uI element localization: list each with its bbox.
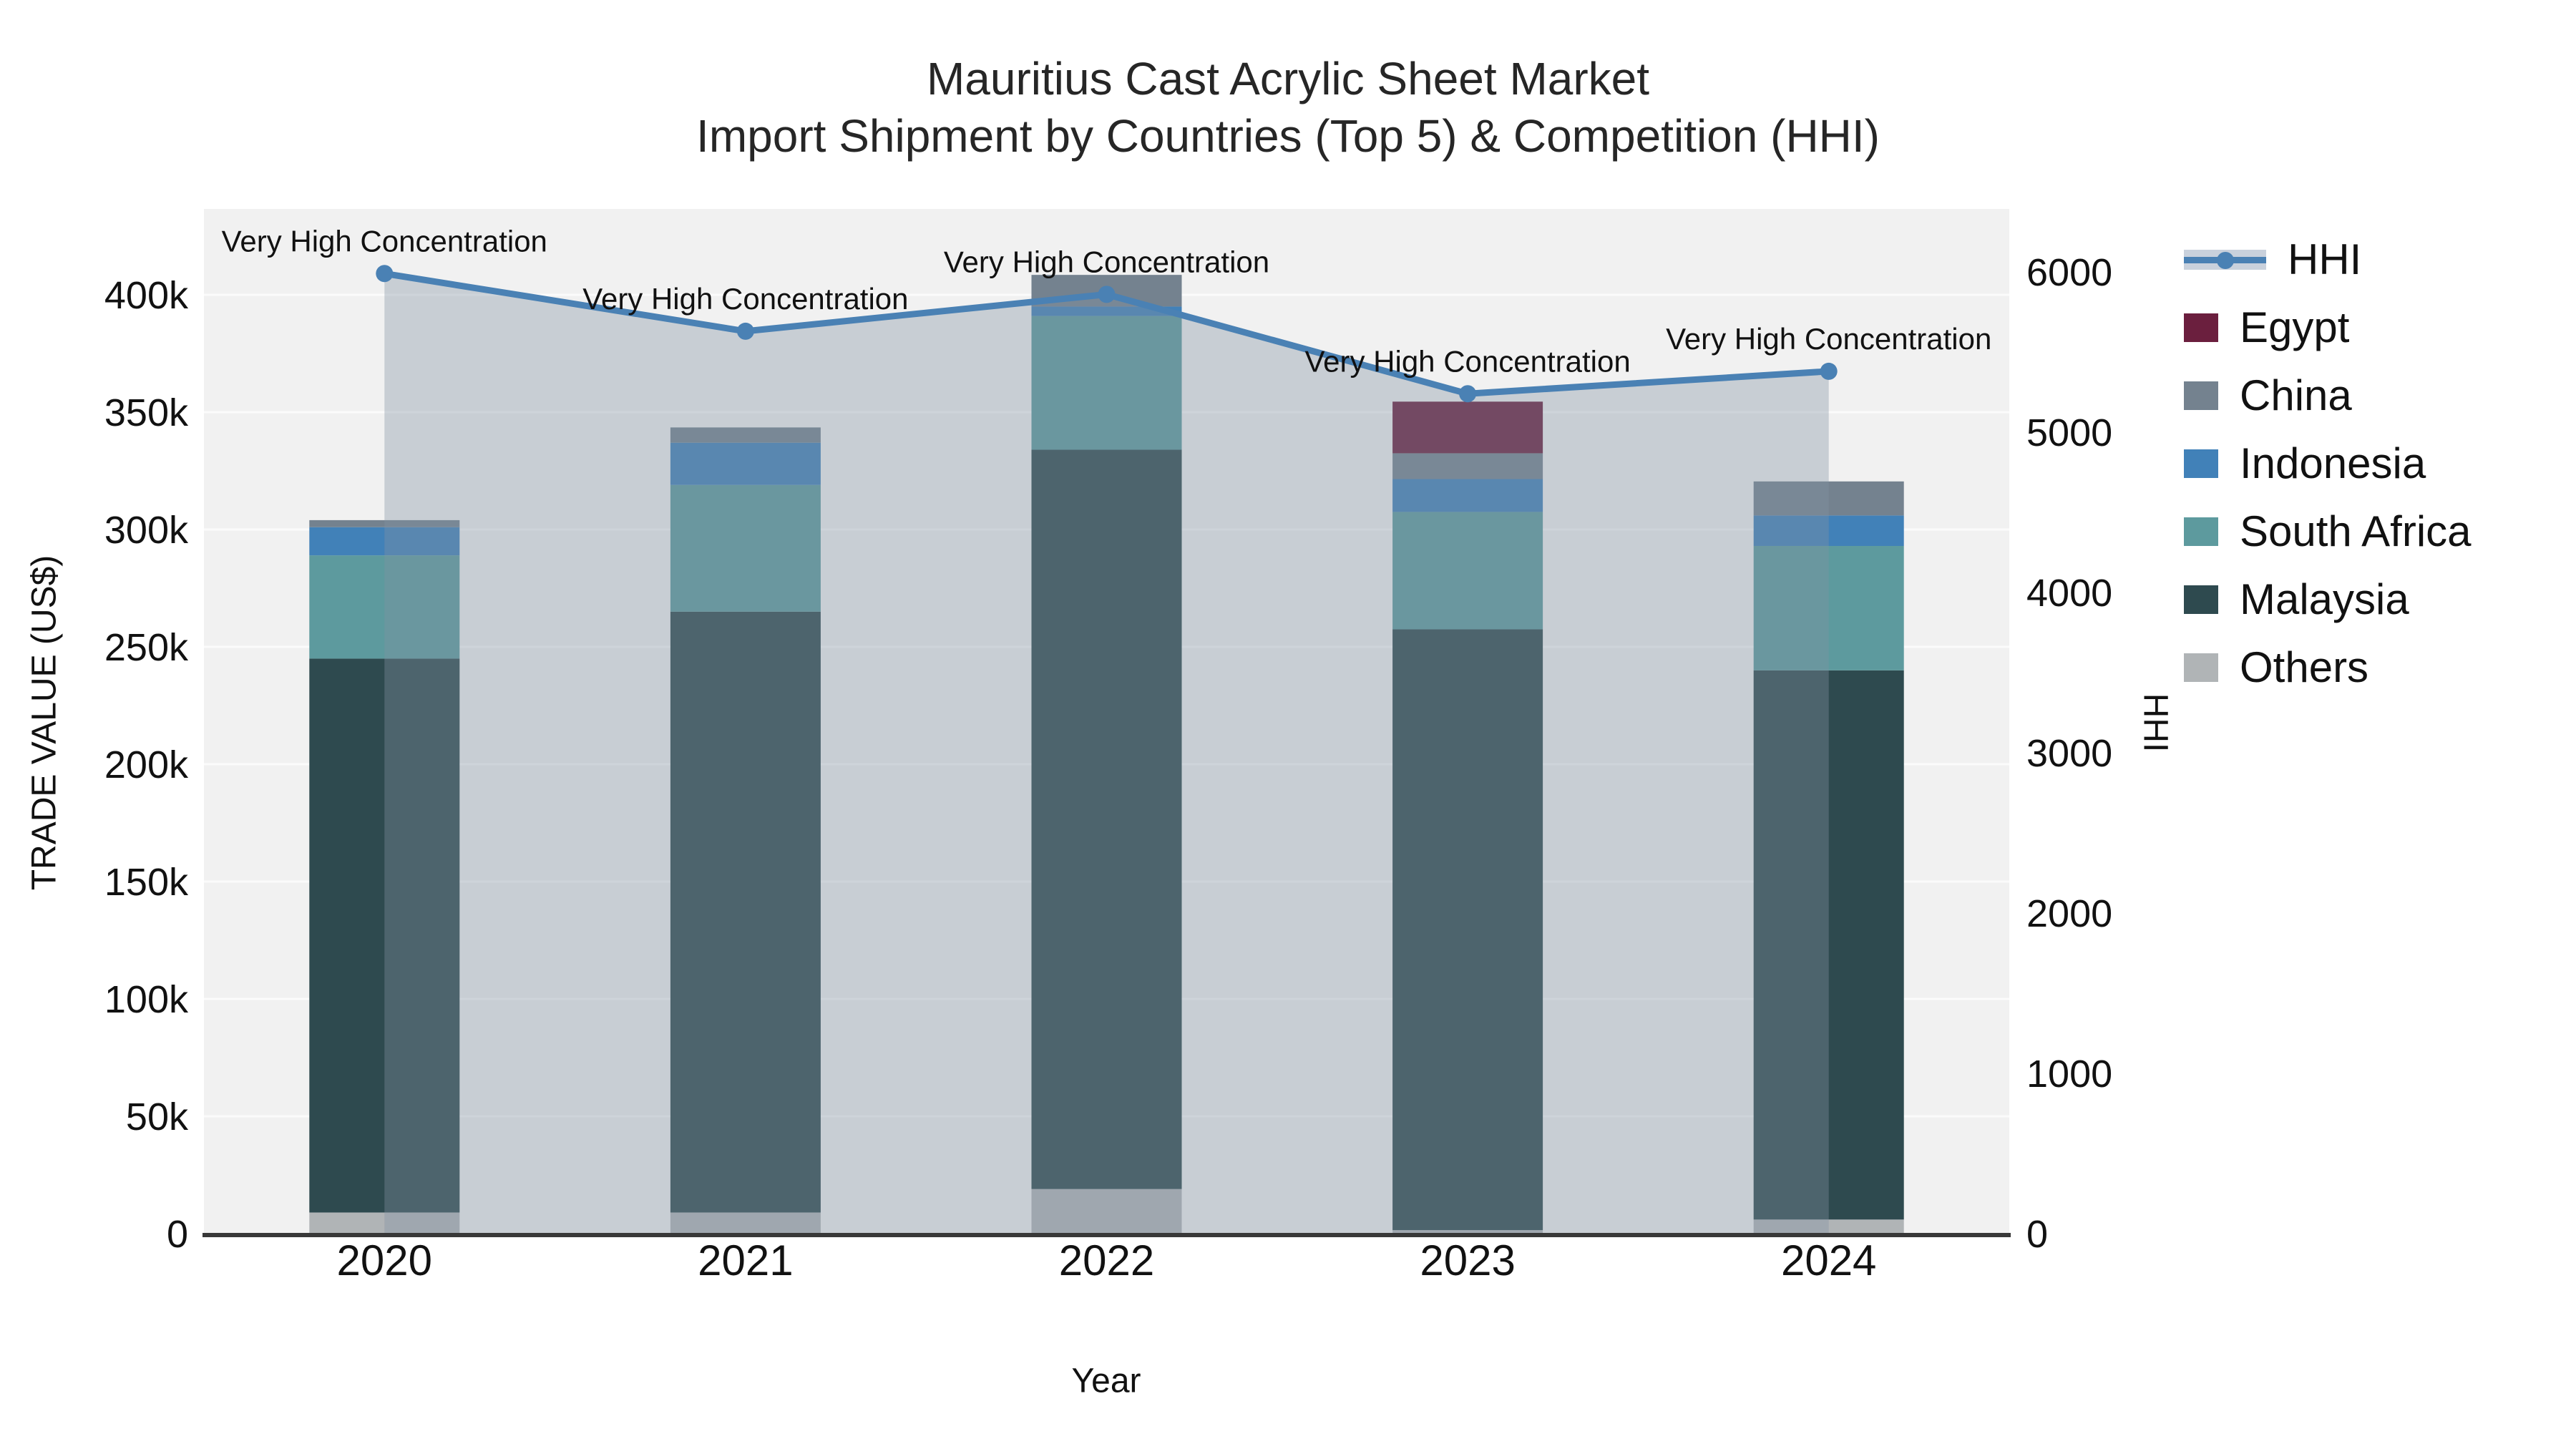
hhi-marker-2022: [1098, 286, 1116, 303]
chart-title-line2: Import Shipment by Countries (Top 5) & C…: [696, 110, 1880, 162]
legend-label: Others: [2240, 643, 2369, 691]
bar-segment-malaysia-2024: [1753, 670, 1904, 1220]
bar-segment-china-2020: [309, 519, 460, 527]
bar-segment-south-africa-2022: [1031, 316, 1182, 450]
hhi-area-fill: [384, 273, 1829, 1234]
bar-segment-south-africa-2021: [670, 484, 821, 612]
y-left-tick-label-350k: 350k: [104, 391, 189, 434]
bar-segment-indonesia-2022: [1031, 306, 1182, 316]
bar-segment-indonesia-2023: [1392, 479, 1543, 512]
annotation-2022: Very High Concentration: [944, 245, 1269, 278]
y-left-tick-label-300k: 300k: [104, 509, 189, 552]
legend-color-swatch: [2184, 313, 2218, 342]
hhi-marker-2024: [1820, 362, 1838, 380]
bar-segment-china-2021: [670, 427, 821, 443]
bar-segment-others-2024: [1753, 1219, 1904, 1234]
chart-title: Mauritius Cast Acrylic Sheet Market Impo…: [0, 50, 2576, 165]
y-right-tick-label-4000: 4000: [2026, 572, 2112, 615]
x-tick-label-2022: 2022: [1059, 1236, 1154, 1284]
y-right-tick-label-2000: 2000: [2026, 892, 2112, 935]
x-tick-label-2024: 2024: [1781, 1236, 1876, 1284]
bar-segment-malaysia-2023: [1392, 629, 1543, 1231]
legend-color-swatch: [2184, 585, 2218, 614]
annotation-2020: Very High Concentration: [222, 224, 547, 258]
bar-segment-south-africa-2023: [1392, 512, 1543, 630]
bar-segment-malaysia-2022: [1031, 449, 1182, 1189]
legend-color-swatch: [2184, 517, 2218, 546]
x-tick-label-2023: 2023: [1420, 1236, 1515, 1284]
bar-segment-indonesia-2024: [1753, 515, 1904, 546]
legend: HHI Egypt China Indonesia South Africa Malays…: [2184, 225, 2472, 701]
legend-color-swatch: [2184, 449, 2218, 478]
legend-label: China: [2240, 371, 2352, 419]
chart-title-line1: Mauritius Cast Acrylic Sheet Market: [926, 53, 1650, 104]
bar-segment-malaysia-2020: [309, 658, 460, 1213]
bar-segment-china-2024: [1753, 481, 1904, 516]
bar-segment-south-africa-2020: [309, 555, 460, 659]
legend-item-hhi: HHI: [2184, 225, 2472, 293]
y-left-tick-label-0: 0: [167, 1213, 188, 1256]
legend-item-south-africa: South Africa: [2184, 497, 2472, 565]
bar-segment-indonesia-2020: [309, 527, 460, 556]
legend-item-china: China: [2184, 361, 2472, 429]
legend-label: HHI: [2288, 235, 2362, 283]
bar-segment-south-africa-2024: [1753, 545, 1904, 670]
legend-label: South Africa: [2240, 507, 2472, 555]
y-axis-right-label: HHI: [2136, 693, 2175, 753]
y-axis-left-label: TRADE VALUE (US$): [25, 555, 64, 891]
legend-label: Indonesia: [2240, 439, 2426, 487]
x-tick-label-2021: 2021: [698, 1236, 793, 1284]
y-left-tick-label-50k: 50k: [126, 1096, 189, 1138]
bar-segment-others-2022: [1031, 1189, 1182, 1234]
bar-segment-others-2021: [670, 1212, 821, 1234]
y-left-tick-label-150k: 150k: [104, 861, 189, 904]
legend-item-malaysia: Malaysia: [2184, 565, 2472, 633]
bar-segment-others-2023: [1392, 1230, 1543, 1234]
annotation-2023: Very High Concentration: [1304, 344, 1630, 378]
hhi-marker-2021: [736, 322, 754, 340]
y-left-tick-label-200k: 200k: [104, 743, 189, 786]
y-right-tick-label-0: 0: [2026, 1213, 2048, 1256]
bar-segment-china-2023: [1392, 453, 1543, 479]
legend-label: Malaysia: [2240, 575, 2409, 623]
y-left-tick-label-400k: 400k: [104, 274, 189, 317]
bar-segment-indonesia-2021: [670, 442, 821, 485]
legend-item-indonesia: Indonesia: [2184, 429, 2472, 497]
legend-item-others: Others: [2184, 633, 2472, 701]
bar-segment-egypt-2023: [1392, 401, 1543, 454]
y-right-tick-label-5000: 5000: [2026, 411, 2112, 454]
hhi-marker-2020: [376, 265, 394, 283]
annotation-2021: Very High Concentration: [582, 282, 908, 316]
annotation-2024: Very High Concentration: [1666, 322, 1991, 356]
y-right-tick-label-6000: 6000: [2026, 251, 2112, 294]
legend-color-swatch: [2184, 653, 2218, 682]
bar-segment-others-2020: [309, 1212, 460, 1234]
x-axis-line: [203, 1233, 2011, 1237]
x-tick-label-2020: 2020: [337, 1236, 432, 1284]
y-right-tick-label-3000: 3000: [2026, 732, 2112, 775]
legend-label: Egypt: [2240, 303, 2350, 351]
legend-item-egypt: Egypt: [2184, 293, 2472, 361]
legend-hhi-line-swatch: [2184, 245, 2266, 274]
hhi-marker-2023: [1459, 385, 1477, 403]
y-left-tick-label-250k: 250k: [104, 626, 189, 669]
y-right-tick-label-1000: 1000: [2026, 1053, 2112, 1096]
legend-color-swatch: [2184, 381, 2218, 410]
y-left-tick-label-100k: 100k: [104, 978, 189, 1021]
x-axis-label: Year: [1071, 1362, 1141, 1400]
bar-segment-malaysia-2021: [670, 611, 821, 1213]
